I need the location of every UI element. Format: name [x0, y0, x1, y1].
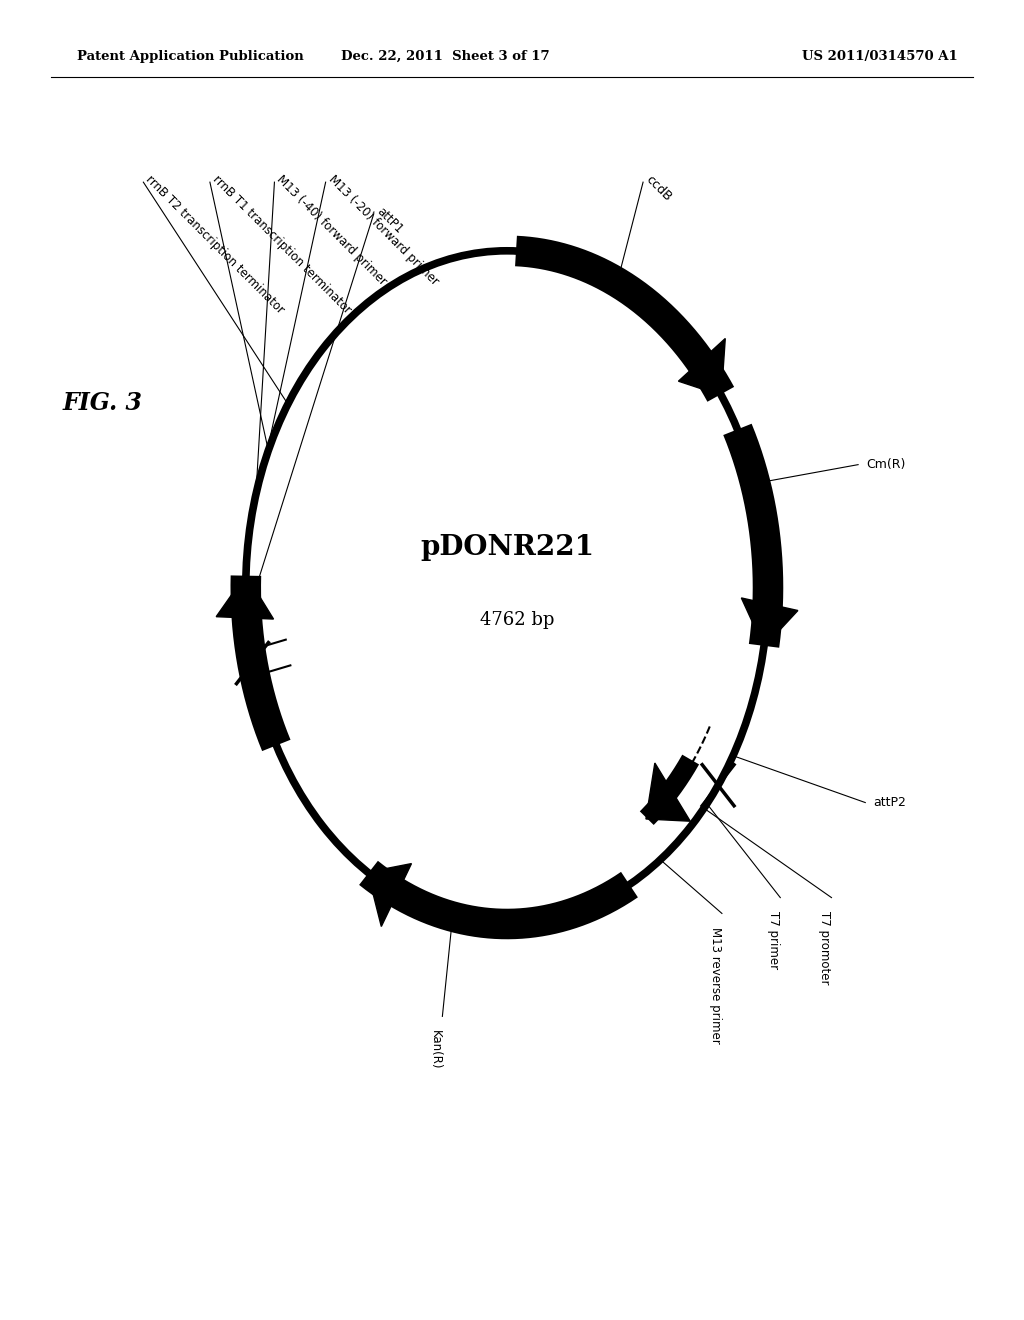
Text: rrnB T1 transcription terminator: rrnB T1 transcription terminator: [210, 173, 353, 317]
Text: Kan(R): Kan(R): [429, 1030, 442, 1069]
Text: FIG. 3: FIG. 3: [62, 391, 142, 414]
Polygon shape: [679, 338, 725, 396]
Text: Cm(R): Cm(R): [866, 458, 905, 471]
Text: attP1: attP1: [374, 205, 406, 236]
Text: rrnB T2 transcription terminator: rrnB T2 transcription terminator: [143, 173, 287, 317]
Text: pDONR221: pDONR221: [420, 535, 594, 561]
Polygon shape: [216, 574, 273, 619]
Text: M13 (-20) forward primer: M13 (-20) forward primer: [326, 173, 440, 288]
Polygon shape: [368, 863, 412, 927]
Polygon shape: [741, 598, 798, 647]
Text: Dec. 22, 2011  Sheet 3 of 17: Dec. 22, 2011 Sheet 3 of 17: [341, 50, 550, 63]
Text: US 2011/0314570 A1: US 2011/0314570 A1: [802, 50, 957, 63]
Text: M13 (-40) forward primer: M13 (-40) forward primer: [274, 173, 389, 288]
Text: ccdB: ccdB: [643, 173, 674, 203]
Polygon shape: [646, 763, 690, 821]
Text: T7 primer: T7 primer: [767, 911, 780, 969]
Text: T7 promoter: T7 promoter: [818, 911, 831, 985]
Text: Patent Application Publication: Patent Application Publication: [77, 50, 303, 63]
Text: attP2: attP2: [873, 796, 906, 809]
Text: M13 reverse primer: M13 reverse primer: [709, 927, 722, 1043]
Text: 4762 bp: 4762 bp: [480, 611, 554, 630]
